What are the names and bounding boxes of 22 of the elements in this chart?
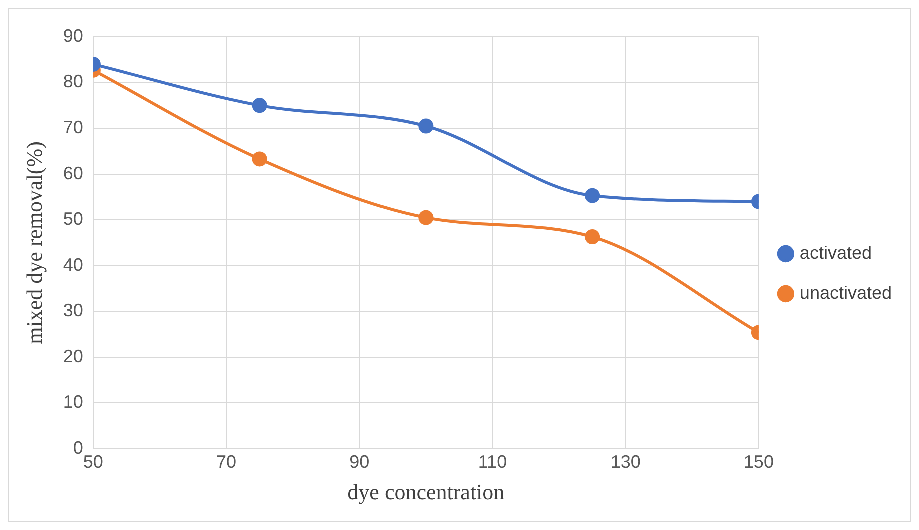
x-tick-label: 90 (350, 452, 370, 472)
x-tick-label: 150 (744, 452, 774, 472)
y-tick-label: 40 (63, 254, 84, 275)
point (418, 118, 434, 134)
legend-label: activated (800, 242, 872, 263)
y-tick-label: 20 (63, 346, 84, 366)
y-axis-title: mixed dye removal(%) (22, 142, 47, 344)
y-tick-label: 50 (63, 209, 84, 230)
y-tick-label: 60 (63, 163, 84, 184)
y-tick-label: 70 (63, 118, 84, 138)
x-tick-label: 110 (478, 452, 508, 472)
x-tick-label: 50 (83, 452, 104, 472)
x-tick-label: 130 (610, 452, 641, 472)
y-tick-label: 10 (63, 392, 84, 412)
x-axis-title: dye concentration (348, 480, 505, 505)
x-tick-label: 70 (216, 452, 237, 472)
point (418, 210, 434, 226)
y-tick-label: 0 (73, 438, 84, 458)
y-tick-label: 80 (63, 72, 84, 92)
y-tick-label: 30 (63, 300, 84, 321)
legend-label: unactivated (800, 282, 892, 303)
y-tick-label: 90 (63, 26, 84, 46)
